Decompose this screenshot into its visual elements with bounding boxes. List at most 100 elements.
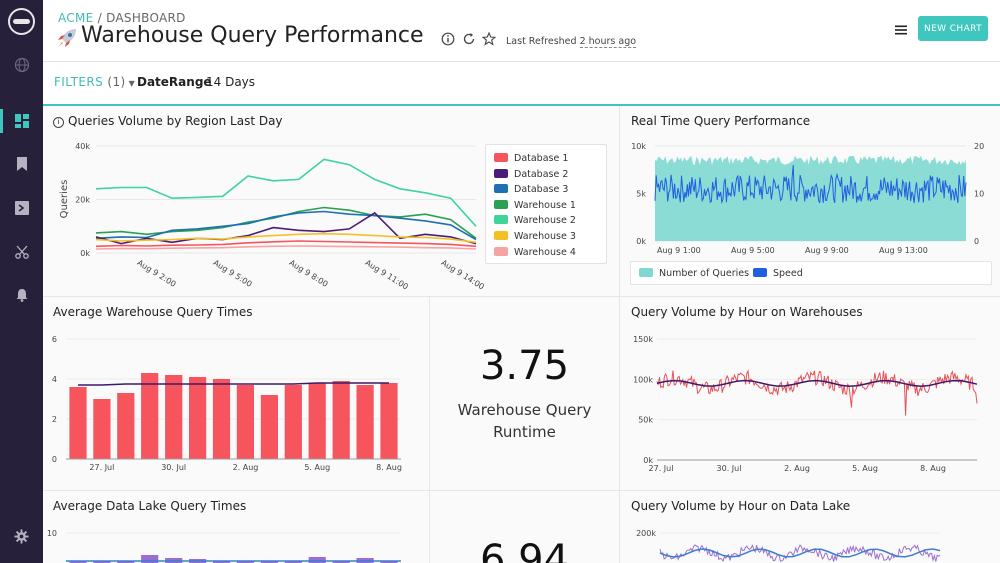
queries-area [655,155,966,241]
kpi-warehouse-value: 3.75 [479,343,570,389]
bar [93,399,111,459]
app-logo[interactable] [8,8,35,35]
legend-label: Warehouse 3 [514,231,576,242]
x-tick-label: Aug 9 5:00 [212,258,254,289]
avg-warehouse-title: Average Warehouse Query Times [53,305,253,319]
hamburger-menu-icon[interactable] [895,24,907,36]
y-tick-label: 2 [52,415,57,424]
legend-item[interactable]: Warehouse 1 [494,199,576,211]
caret-down-icon: ▼ [128,79,136,88]
legend-label: Database 2 [514,168,569,180]
x-tick-label: 8. Aug [920,464,946,473]
info-icon[interactable]: i [53,117,64,128]
y-tick-label: 20k [75,196,90,205]
last-refreshed: Last Refreshed 2 hours ago [506,36,637,48]
legend-item[interactable]: Number of Queries [639,268,749,279]
legend-swatch [753,268,767,277]
legend-swatch [494,184,508,194]
gear-icon[interactable] [0,524,43,548]
filters-label: FILTERS [54,75,104,89]
new-chart-button[interactable]: NEW CHART [918,16,988,41]
legend-item[interactable]: Warehouse 4 [494,246,576,258]
rocket-icon [58,29,76,47]
x-tick-label: Aug 9 14:00 [440,258,486,292]
series-line [95,158,477,227]
realtime-chart: 10k 20 5k 10 0k 0 Aug 9 1:00 Aug 9 5:00 Aug 9 9:… [631,142,984,255]
dashboard-icon[interactable] [0,109,43,133]
legend-item[interactable]: Database 1 [494,153,568,164]
y-tick-label: 0 [52,455,57,464]
bar [308,557,326,563]
y-tick-label-right: 10 [974,190,984,199]
y-tick-label: 0k [80,249,90,258]
bar [236,385,254,459]
y-tick-label: 6 [52,335,57,344]
y-tick-label: 10 [47,529,57,538]
y-tick-label-right: 20 [974,142,984,151]
bar [141,555,159,563]
volume-warehouses-panel: Query Volume by Hour on Warehouses 150k 1… [620,297,1000,491]
last-refreshed-ago[interactable]: 2 hours ago [579,36,637,48]
filters-count: (1) [107,75,126,89]
x-tick-label: Aug 9 11:00 [364,258,410,292]
terminal-icon[interactable] [0,196,43,220]
average-line [656,379,978,387]
filter-key[interactable]: DateRange [137,75,212,89]
series-line [95,206,477,239]
series-line [95,240,477,248]
bell-icon[interactable] [0,283,43,307]
legend-label: Database 3 [514,184,569,196]
legend-item[interactable]: Database 2 [494,168,569,180]
legend-swatch [494,153,508,162]
volume-datalake-title: Query Volume by Hour on Data Lake [631,499,851,513]
bar [380,383,398,459]
queries-region-panel: i Queries Volume by Region Last Day 40k 20… [43,106,620,297]
refresh-icon[interactable] [462,32,476,46]
breadcrumb-separator: / [93,11,107,25]
bar [332,561,350,563]
legend-item[interactable]: Warehouse 2 [494,215,576,226]
bar [117,561,135,563]
legend-label: Speed [773,268,803,279]
breadcrumb-section[interactable]: DASHBOARD [106,11,186,25]
series-line [95,210,477,241]
filters-toggle[interactable]: FILTERS (1) ▼ [54,75,135,89]
queries-region-title: Queries Volume by Region Last Day [68,114,283,128]
y-tick-label-left: 0k [636,237,646,246]
x-tick-label: Aug 9 8:00 [288,258,330,289]
panel-title: i Queries Volume by Region Last Day [53,114,283,128]
y-tick-label: 100k [633,375,653,384]
volume-datalake-chart: 200k [636,529,941,563]
star-icon[interactable] [482,32,496,46]
avg-warehouse-chart: 6 4 2 0 27. Jul 30. Jul 2. Aug 5. Aug 8. Aug [52,335,402,472]
x-tick-label: 30. Jul [161,463,186,472]
bar [69,561,87,563]
realtime-legend: Number of Queries Speed [630,261,992,285]
legend-item[interactable]: Warehouse 3 [494,231,576,242]
bar [141,373,159,459]
legend-item[interactable]: Database 3 [494,184,568,195]
info-icon[interactable] [441,32,455,46]
hourly-line [659,544,941,563]
breadcrumb-org[interactable]: ACME [58,11,94,25]
y-tick-label: 40k [75,142,90,151]
kpi-warehouse-panel: 3.75 Warehouse Query Runtime [430,297,620,491]
average-line [659,548,941,558]
kpi-warehouse-label-1: Warehouse Query [457,401,592,419]
avg-datalake-title: Average Data Lake Query Times [53,499,247,513]
legend-label: Warehouse 2 [514,215,576,227]
globe-icon[interactable] [0,53,43,77]
scissors-icon[interactable] [0,240,43,264]
x-tick-label: 2. Aug [233,463,259,472]
x-tick-label: Aug 9 9:00 [805,246,849,255]
bar [212,379,231,459]
legend-item[interactable]: Speed [753,268,803,279]
legend-swatch [639,268,653,277]
x-tick-label: 27. Jul [89,463,114,472]
filter-value[interactable]: 14 Days [206,75,256,89]
bookmark-icon[interactable] [0,152,43,176]
bar [284,561,302,563]
legend-label: Warehouse 4 [514,246,576,258]
average-line [78,382,389,386]
last-refreshed-label: Last Refreshed [506,36,577,47]
